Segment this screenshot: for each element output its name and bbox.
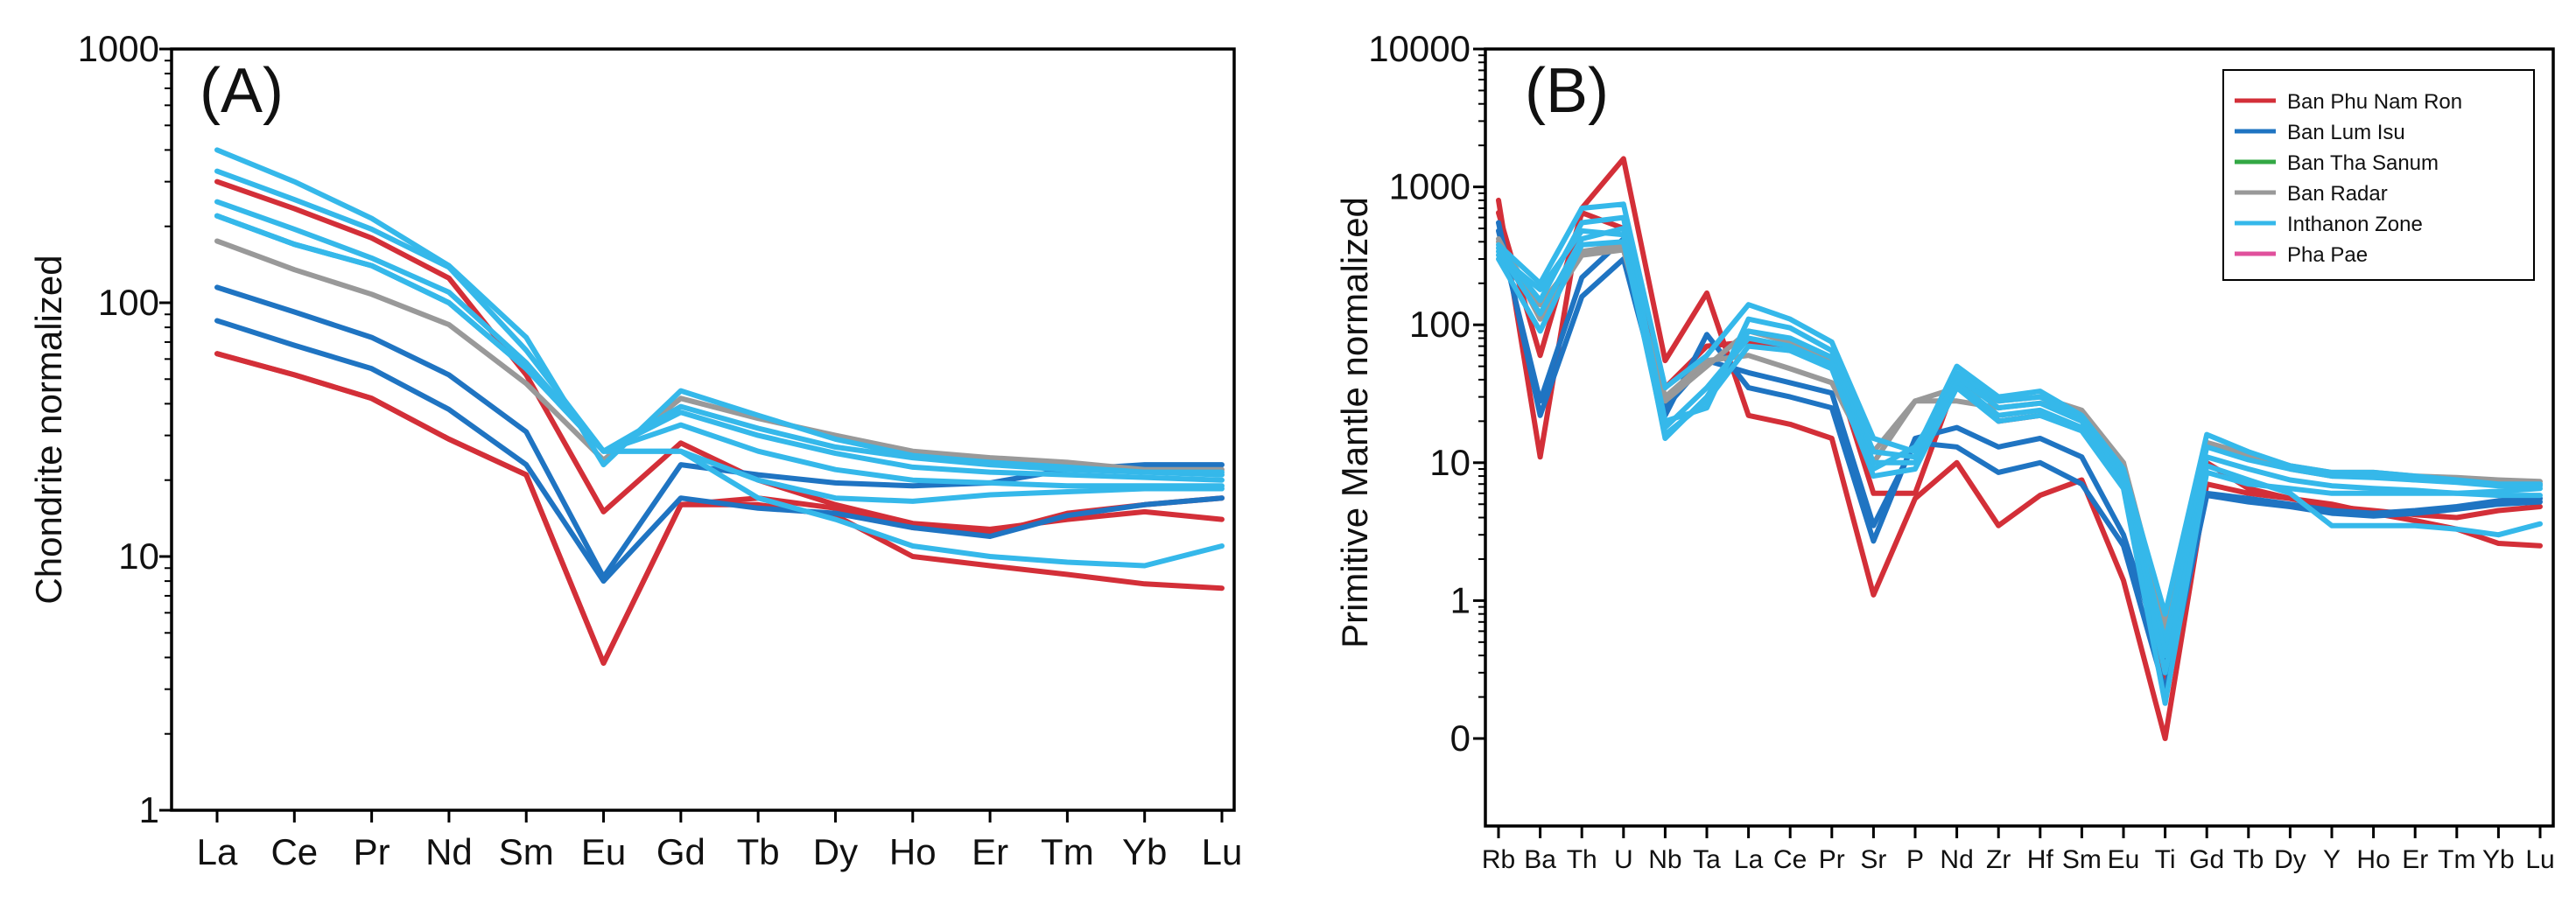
chart-a-x-tick-labels: La Ce Pr Nd Sm Eu Gd Tb Dy Ho Er Tm Yb Lu — [197, 831, 1243, 872]
y-tick-label: 10000 — [1368, 28, 1470, 69]
x-tick-label: Nd — [425, 831, 473, 872]
chart-panel-b: (B) Primitive Mantle normalized 0 1 10 100 1… — [1334, 28, 2555, 874]
y-tick-label: 1000 — [78, 28, 159, 69]
y-tick-label: 1 — [1450, 579, 1470, 620]
x-tick-label: Yb — [1122, 831, 1167, 872]
x-tick-label: Tm — [1041, 831, 1094, 872]
series-line-ban-radar — [214, 238, 1225, 472]
y-tick-label: 1 — [139, 789, 159, 830]
chart-b-x-tick-labels: Rb Ba Th U Nb Ta La Ce Pr Sr P Nd Zr Hf Sm Eu Ti Gd Tb Dy Y H… — [1482, 845, 2555, 874]
y-tick-label: 1000 — [1389, 166, 1470, 207]
x-tick-label: Y — [2323, 845, 2341, 874]
x-tick-label: Ta — [1693, 845, 1721, 874]
chart-a-y-tick-labels: 1 10 100 1000 — [78, 28, 159, 830]
chart-b-series — [1496, 156, 2543, 741]
x-tick-label: Er — [972, 831, 1008, 872]
chart-a-frame — [170, 47, 1236, 812]
x-tick-label: Eu — [2108, 845, 2140, 874]
series-line-ban-lum-isu — [1496, 228, 2543, 694]
x-tick-label: Gd — [2189, 845, 2224, 874]
series-line-inthanon-zone — [214, 199, 1225, 483]
chart-a-y-axis-title: Chondrite normalized — [28, 255, 69, 604]
x-tick-label: Sr — [1860, 845, 1886, 874]
chart-b-panel-label: (B) — [1525, 56, 1609, 126]
x-tick-label: Ho — [2356, 845, 2390, 874]
legend-label: Ban Tha Sanum — [2287, 151, 2439, 175]
y-tick-label: 0 — [1450, 718, 1470, 759]
x-tick-label: Dy — [2274, 845, 2306, 874]
x-tick-label: Zr — [1986, 845, 2011, 874]
x-tick-label: U — [1614, 845, 1633, 874]
x-tick-label: Eu — [581, 831, 626, 872]
x-tick-label: Pr — [1819, 845, 1845, 874]
x-tick-label: Ho — [889, 831, 937, 872]
legend-label: Ban Phu Nam Ron — [2287, 90, 2462, 114]
legend-label: Pha Pae — [2287, 243, 2368, 267]
x-tick-label: Ce — [270, 831, 318, 872]
x-tick-label: Nd — [1940, 845, 1973, 874]
series-line-ban-lum-isu — [1496, 220, 2543, 667]
x-tick-label: Ba — [1524, 845, 1556, 874]
series-line-inthanon-zone — [1496, 214, 2543, 645]
chart-b-y-axis-title: Primitive Mantle normalized — [1334, 197, 1375, 648]
x-tick-label: Lu — [1202, 831, 1243, 872]
legend-box — [2222, 69, 2535, 281]
series-line-ban-lum-isu — [214, 284, 1225, 580]
chart-a-series — [214, 147, 1225, 666]
x-tick-label: Ce — [1773, 845, 1807, 874]
x-tick-label: Gd — [656, 831, 705, 872]
x-tick-label: Tb — [2233, 845, 2264, 874]
chart-a-panel-label: (A) — [200, 56, 284, 126]
legend-label: Ban Radar — [2287, 182, 2388, 206]
legend-label: Inthanon Zone — [2287, 213, 2423, 236]
y-tick-label: 100 — [1409, 304, 1470, 345]
series-line-inthanon-zone — [1496, 201, 2543, 617]
x-tick-label: Ti — [2155, 845, 2176, 874]
chart-b-legend: Ban Phu Nam Ron Ban Lum Isu Ban Tha Sanum B… — [2222, 69, 2535, 281]
series-line-ban-phu-nam-ron — [214, 351, 1225, 666]
series-line-inthanon-zone — [214, 168, 1225, 475]
x-tick-label: Sm — [499, 831, 554, 872]
series-line-ban-lum-isu — [214, 318, 1225, 584]
x-tick-label: Lu — [2525, 845, 2554, 874]
x-tick-label: Dy — [813, 831, 858, 872]
chart-b-y-tick-labels: 0 1 10 100 1000 10000 — [1368, 28, 1470, 759]
series-line-inthanon-zone — [1496, 228, 2543, 676]
x-tick-label: Yb — [2482, 845, 2515, 874]
x-tick-label: Th — [1567, 845, 1597, 874]
x-tick-label: Tb — [737, 831, 780, 872]
series-line-inthanon-zone — [214, 213, 1225, 569]
y-tick-label: 10 — [1429, 442, 1470, 483]
x-tick-label: Pr — [354, 831, 390, 872]
x-tick-label: Er — [2402, 845, 2428, 874]
series-line-ban-phu-nam-ron — [1496, 210, 2543, 687]
x-tick-label: La — [1734, 845, 1764, 874]
series-line-ban-phu-nam-ron — [214, 351, 1225, 666]
legend-label: Ban Lum Isu — [2287, 121, 2405, 144]
x-tick-label: La — [197, 831, 238, 872]
y-tick-label: 10 — [118, 536, 159, 577]
chart-b-frame — [1484, 47, 2555, 828]
x-tick-label: Sm — [2062, 845, 2102, 874]
x-tick-label: Hf — [2027, 845, 2054, 874]
y-tick-label: 100 — [98, 282, 159, 323]
x-tick-label: Nb — [1648, 845, 1681, 874]
x-tick-label: Tm — [2438, 845, 2475, 874]
series-line-inthanon-zone — [1496, 239, 2543, 706]
chart-a-ticks — [159, 47, 1224, 822]
x-tick-label: Rb — [1482, 845, 1515, 874]
chart-panel-a: (A) Chondrite normalized 1 10 100 1000 La Ce… — [28, 28, 1242, 872]
x-tick-label: P — [1906, 845, 1924, 874]
